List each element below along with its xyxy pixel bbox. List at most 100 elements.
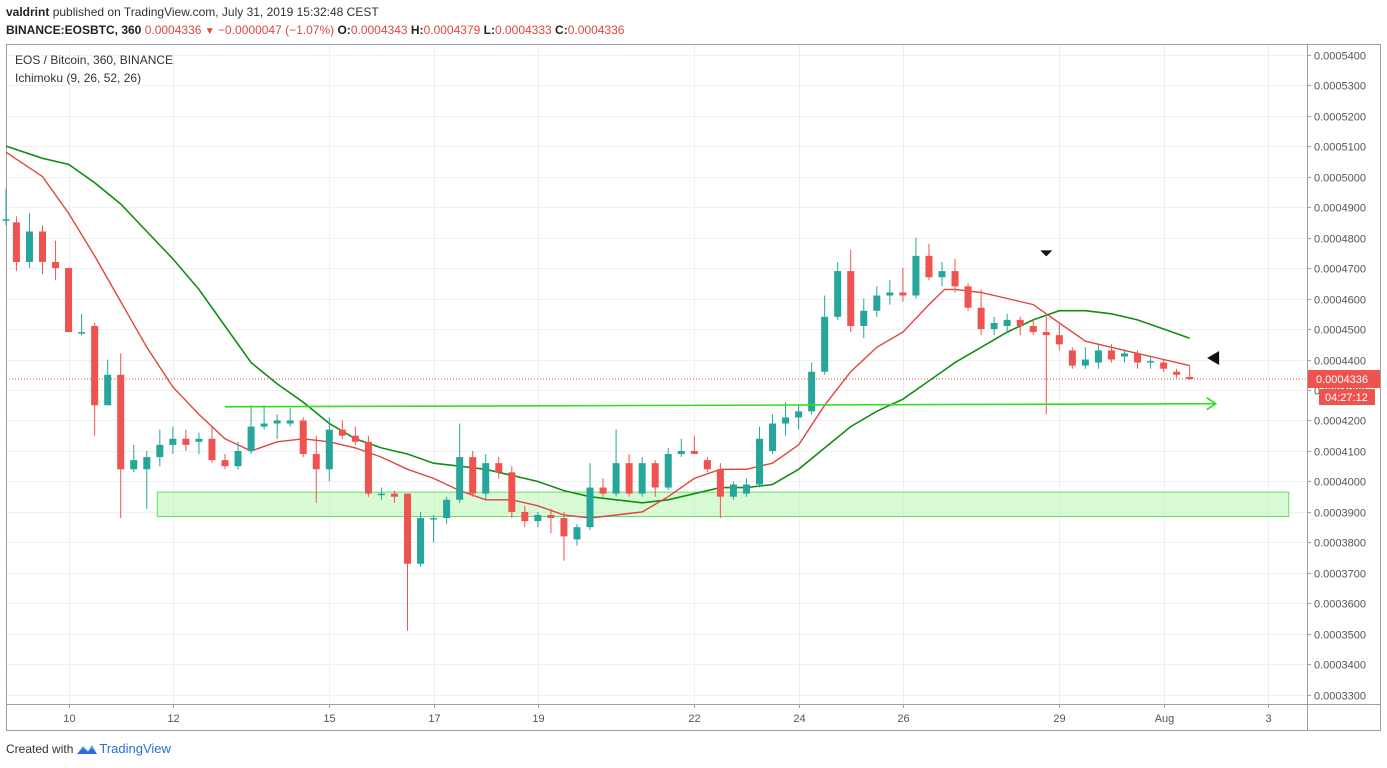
up-candle (612, 429, 620, 497)
down-candle (1055, 322, 1063, 351)
x-tick-label: 24 (793, 713, 805, 725)
time-axis[interactable]: 10 12 15 17 19 22 24 26 29 Aug 3 (63, 704, 1272, 725)
tradingview-logo-icon (76, 742, 98, 759)
candle-body (638, 463, 646, 494)
up-candle (769, 414, 777, 455)
up-candle (482, 454, 490, 500)
down-candle (899, 268, 907, 302)
up-candle (808, 362, 816, 415)
down-candle (1134, 350, 1142, 369)
candle-body (1042, 332, 1050, 336)
up-candle (860, 298, 868, 339)
candle-body (156, 444, 164, 458)
y-tick-label: 0.0004700 (1314, 264, 1366, 276)
down-candle (1107, 344, 1115, 363)
price-axis[interactable]: 0.0003300 0.0003400 0.0003500 0.0003600 0.00… (1307, 51, 1366, 703)
y-tick-label: 0.0005200 (1314, 112, 1366, 124)
legend-symbol: EOS / Bitcoin, 360, BINANCE (15, 53, 173, 67)
candle-body (364, 441, 372, 494)
y-tick-label: 0.0005400 (1314, 51, 1366, 63)
up-candle (742, 478, 750, 497)
x-tick-label: 29 (1053, 713, 1065, 725)
price-chart[interactable]: 0.0003300 0.0003400 0.0003500 0.0003600 0.00… (0, 0, 1387, 740)
up-candle (130, 444, 138, 473)
up-candle (443, 496, 451, 525)
candle-body (182, 438, 190, 445)
tradingview-link[interactable]: TradingView (99, 741, 171, 756)
candle-body (221, 460, 229, 467)
countdown-tag: 04:27:12 (1325, 392, 1368, 404)
candle-body (1173, 371, 1181, 375)
down-candle (964, 283, 972, 311)
up-candle (886, 280, 894, 305)
candle-body (729, 484, 737, 497)
up-candle (104, 359, 112, 406)
candle-body (860, 310, 868, 326)
up-candle (1003, 313, 1011, 333)
up-candle (534, 511, 542, 528)
x-tick-label: 26 (897, 713, 909, 725)
trend-arrow-line (225, 402, 1216, 408)
candle-body (742, 484, 750, 494)
candle-body (977, 307, 985, 330)
candle-body (925, 255, 933, 278)
candle-body (886, 292, 894, 296)
down-candle (52, 240, 60, 281)
y-tick-label: 0.0003400 (1314, 660, 1366, 672)
author-name[interactable]: valdrint (6, 5, 50, 19)
up-candle (638, 457, 646, 497)
candle-body (873, 295, 881, 311)
down-candle (1160, 359, 1168, 372)
down-candle (208, 426, 216, 464)
down-candle (390, 490, 398, 503)
up-candle (143, 450, 151, 509)
candle-body (899, 292, 907, 296)
candle-body (599, 487, 607, 494)
chart-header: valdrint published on TradingView.com, J… (0, 0, 1387, 44)
down-candle (39, 225, 47, 275)
candle-body (65, 268, 73, 333)
publish-line: valdrint published on TradingView.com, J… (6, 5, 379, 19)
ichimoku-lines (5, 145, 1307, 519)
x-tick-label: 10 (63, 713, 75, 725)
candle-body (703, 460, 711, 470)
candle-body (586, 487, 594, 528)
up-candle (1094, 344, 1102, 369)
candle-body (351, 435, 359, 442)
down-candle (1173, 368, 1181, 378)
up-candle (260, 405, 268, 430)
candle-body (39, 231, 47, 262)
candle-body (247, 426, 255, 451)
candle-body (769, 423, 777, 451)
down-candle (703, 457, 711, 473)
low-label: L: (483, 23, 495, 37)
candle-body (469, 457, 477, 494)
down-candle (12, 216, 20, 272)
candle-body (1107, 350, 1115, 360)
down-candle (951, 258, 959, 293)
candle-body (495, 463, 503, 473)
candle-body (951, 271, 959, 287)
candle-body (625, 463, 633, 494)
up-candle (912, 237, 920, 299)
up-candle (195, 432, 203, 455)
y-tick-label: 0.0003900 (1314, 508, 1366, 520)
candle-body (482, 463, 490, 494)
candle-body (651, 463, 659, 488)
down-candle (351, 426, 359, 445)
candle-body (443, 499, 451, 519)
candle-body (938, 271, 946, 278)
candle-body (1068, 350, 1076, 366)
close-value: 0.0004336 (567, 23, 625, 37)
down-candle (847, 249, 855, 333)
arrow-head-icon (1206, 397, 1218, 411)
candle-body (782, 417, 790, 424)
y-tick-label: 0.0005000 (1314, 173, 1366, 185)
down-candle (508, 466, 516, 519)
candle-body (312, 454, 320, 470)
up-candle (573, 524, 581, 546)
candle-body (1016, 319, 1024, 326)
high-value: 0.0004379 (423, 23, 481, 37)
candle-body (847, 271, 855, 326)
candle-body (808, 371, 816, 412)
